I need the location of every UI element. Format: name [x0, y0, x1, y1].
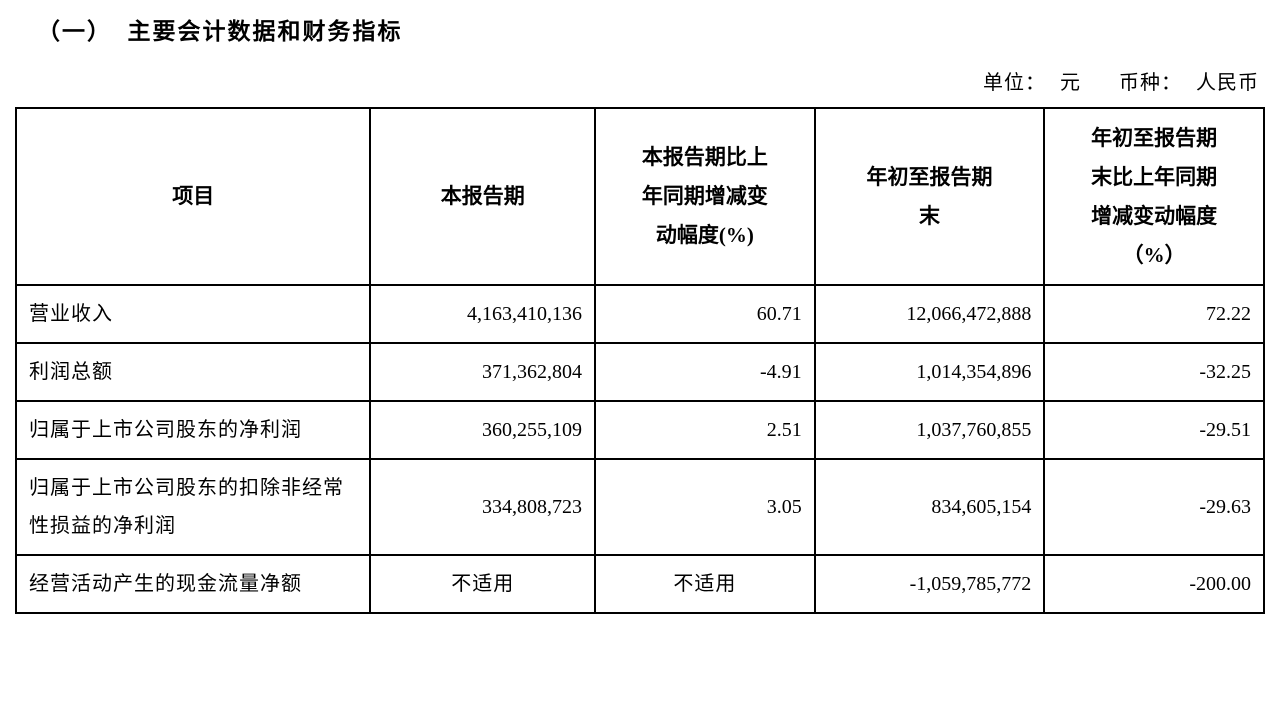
cell-current-period: 4,163,410,136 [369, 284, 597, 345]
table-row: 归属于上市公司股东的净利润 360,255,109 2.51 1,037,760… [14, 400, 1265, 461]
cell-current-period: 不适用 [369, 554, 597, 615]
cell-ytd-yoy-change: 72.22 [1043, 284, 1265, 345]
cell-ytd-yoy-change: -29.63 [1043, 458, 1265, 557]
cell-item: 归属于上市公司股东的净利润 [14, 400, 372, 461]
cell-item: 经营活动产生的现金流量净额 [14, 554, 372, 615]
financial-indicators-table: 项目 本报告期 本报告期比上年同期增减变动幅度(%) 年初至报告期末 年初至报告… [14, 106, 1265, 615]
cell-yoy-change: -4.91 [594, 342, 816, 403]
col-header-ytd: 年初至报告期末 [813, 106, 1046, 287]
col-header-ytd-change: 年初至报告期末比上年同期增减变动幅度（%） [1043, 106, 1265, 287]
cell-item: 利润总额 [14, 342, 372, 403]
currency-label: 币种： [1119, 72, 1182, 94]
cell-ytd-yoy-change: -200.00 [1043, 554, 1265, 615]
col-header-item: 项目 [14, 106, 372, 287]
cell-yoy-change: 60.71 [594, 284, 816, 345]
cell-item: 归属于上市公司股东的扣除非经常性损益的净利润 [14, 458, 372, 557]
cell-ytd: 834,605,154 [813, 458, 1046, 557]
cell-current-period: 334,808,723 [369, 458, 597, 557]
cell-ytd: 12,066,472,888 [813, 284, 1046, 345]
table-header-row: 项目 本报告期 本报告期比上年同期增减变动幅度(%) 年初至报告期末 年初至报告… [14, 106, 1265, 287]
unit-label: 单位： [983, 72, 1046, 94]
table-row: 归属于上市公司股东的扣除非经常性损益的净利润 334,808,723 3.05 … [14, 458, 1265, 557]
cell-current-period: 360,255,109 [369, 400, 597, 461]
cell-ytd-yoy-change: -29.51 [1043, 400, 1265, 461]
table-row: 经营活动产生的现金流量净额 不适用 不适用 -1,059,785,772 -20… [14, 554, 1265, 615]
section-title: （一） 主要会计数据和财务指标 [37, 19, 403, 44]
col-header-period-change: 本报告期比上年同期增减变动幅度(%) [594, 106, 816, 287]
cell-yoy-change: 3.05 [594, 458, 816, 557]
currency-value: 人民币 [1196, 72, 1259, 94]
unit-note: 单位： 元 币种： 人民币 [15, 52, 1265, 107]
cell-ytd: 1,014,354,896 [813, 342, 1046, 403]
cell-ytd-yoy-change: -32.25 [1043, 342, 1265, 403]
unit-value: 元 [1060, 72, 1081, 94]
cell-current-period: 371,362,804 [369, 342, 597, 403]
table-row: 营业收入 4,163,410,136 60.71 12,066,472,888 … [14, 284, 1265, 345]
col-header-current-period: 本报告期 [369, 106, 597, 287]
cell-ytd: 1,037,760,855 [813, 400, 1046, 461]
cell-yoy-change: 不适用 [594, 554, 816, 615]
cell-yoy-change: 2.51 [594, 400, 816, 461]
cell-item: 营业收入 [14, 284, 372, 345]
cell-ytd: -1,059,785,772 [813, 554, 1046, 615]
table-row: 利润总额 371,362,804 -4.91 1,014,354,896 -32… [14, 342, 1265, 403]
